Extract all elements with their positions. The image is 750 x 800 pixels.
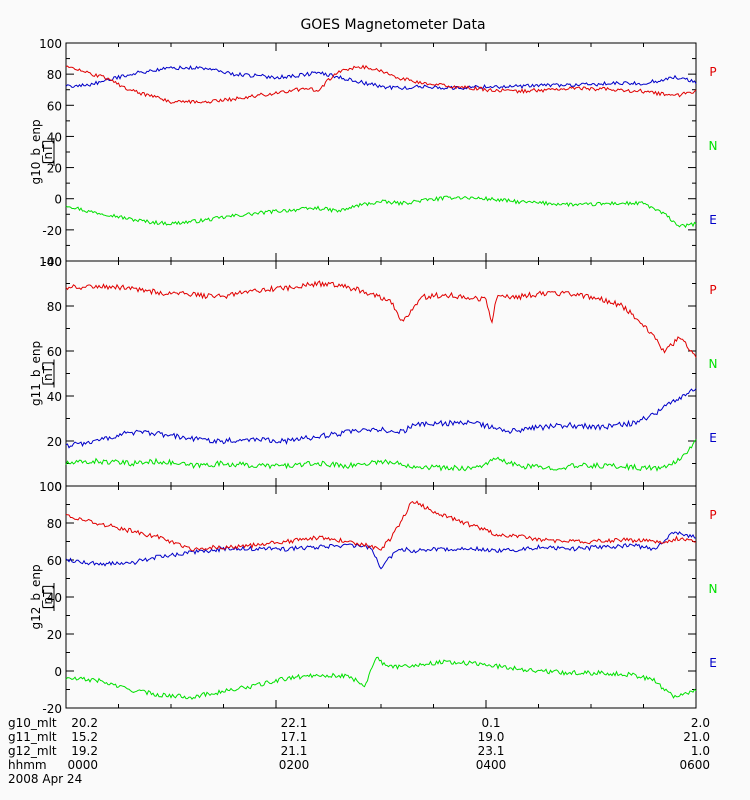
y-tick-label: 40 [47,390,62,404]
footer-cell: 17.1 [281,730,308,744]
y-axis-unit: [nT] [41,361,55,385]
y-tick-label: 80 [47,517,62,531]
footer-row-label: g10_mlt [8,716,57,730]
legend-p: P [709,508,716,522]
y-tick-label: -20 [42,224,62,238]
footer-cell: 23.1 [478,744,505,758]
series-line-n [65,656,697,700]
y-tick-label: 100 [39,480,62,494]
plot-frame [65,260,697,487]
chart-title: GOES Magnetometer Data [300,17,485,33]
series-line-n [65,195,697,229]
footer-cell: 1.0 [691,744,710,758]
series-line-e [65,531,697,570]
footer-cell: 0.1 [481,716,500,730]
y-tick-label: 80 [47,68,62,82]
footer-cell: 15.2 [71,730,98,744]
footer-cell: 0200 [279,758,310,772]
footer-row-label: g11_mlt [8,730,57,744]
y-tick-label: 80 [47,300,62,314]
footer-cell: 2.0 [691,716,710,730]
y-tick-label: 20 [47,628,62,642]
footer-cell: 19.0 [478,730,505,744]
y-tick-label: 40 [47,130,62,144]
y-tick-label: -40 [42,255,62,269]
footer-cell: 0400 [476,758,507,772]
legend-p: P [709,283,716,297]
panel-2: 0 20 40 60 80 100 g11_b_enp[nT] P N E [29,255,717,494]
series-line-p [65,64,697,105]
y-tick-label: 100 [39,37,62,51]
footer-cell: 19.2 [71,744,98,758]
y-tick-label: 100 [39,255,62,269]
series-line-n [65,439,697,472]
y-tick-label: 20 [47,435,62,449]
footer-table: g10_mlt 20.2 22.1 0.1 2.0 g11_mlt 15.2 17.1 19.0… [8,716,710,786]
footer-cell: 0600 [679,758,710,772]
footer-date: 2008 Apr 24 [8,772,82,786]
footer-cell: 21.1 [281,744,308,758]
footer-cell: 22.1 [281,716,308,730]
y-tick-label: 20 [47,162,62,176]
panel-1: -40 -20 0 20 40 60 80 100 g10_b_enp[nT] P N E [29,37,717,269]
plot-frame [65,42,697,262]
legend-e: E [709,213,717,227]
y-axis-unit: [nT] [41,585,55,609]
series-line-e [65,64,697,91]
footer-cell: 20.2 [71,716,98,730]
legend-n: N [709,582,718,596]
series-line-p [65,280,697,358]
plot-frame [65,485,697,709]
y-tick-label: 60 [47,345,62,359]
y-axis-label: g11_b_enp [29,341,43,406]
y-tick-label: 60 [47,554,62,568]
footer-row-label: hhmm [8,758,47,772]
series-line-p [65,500,697,552]
y-tick-label: 0 [54,665,62,679]
footer-cell: 21.0 [683,730,710,744]
legend-p: P [709,65,716,79]
y-axis-label: g12_b_enp [29,564,43,629]
y-tick-label: -20 [42,702,62,716]
footer-row-label: g12_mlt [8,744,57,758]
legend-e: E [709,656,717,670]
footer-cell: 0000 [67,758,98,772]
legend-e: E [709,431,717,445]
y-axis-label: g10_b_enp [29,119,43,184]
y-axis-unit: [nT] [41,140,55,164]
series-line-e [65,388,697,449]
legend-n: N [709,139,718,153]
y-tick-label: 0 [54,480,62,494]
y-tick-label: 60 [47,99,62,113]
panels: -40-20020406080100g10_b_enp[nT]PNE020406… [29,37,717,716]
y-tick-label: 0 [54,193,62,207]
legend-n: N [709,357,718,371]
